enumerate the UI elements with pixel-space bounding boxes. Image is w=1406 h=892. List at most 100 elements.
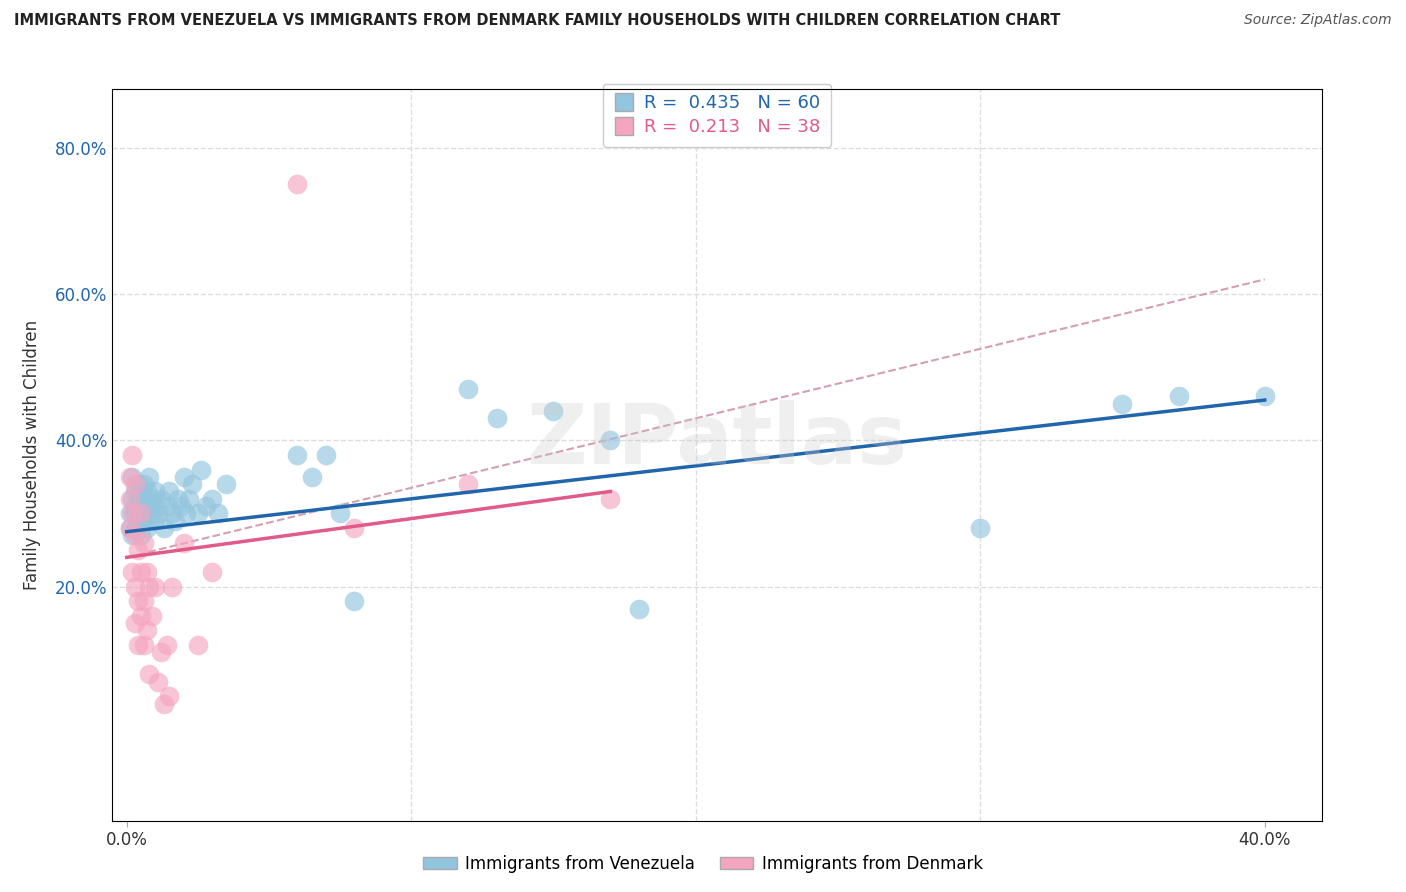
Point <box>129 608 152 623</box>
Point <box>135 484 157 499</box>
Point <box>157 484 180 499</box>
Point <box>201 565 224 579</box>
Point <box>1111 397 1133 411</box>
Point <box>124 521 146 535</box>
Point <box>143 514 166 528</box>
Text: Source: ZipAtlas.com: Source: ZipAtlas.com <box>1244 13 1392 28</box>
Text: ZIPatlas: ZIPatlas <box>527 400 907 481</box>
Point <box>127 638 149 652</box>
Point <box>129 528 152 542</box>
Point <box>627 601 650 615</box>
Point <box>118 521 141 535</box>
Point <box>121 491 143 506</box>
Point <box>157 690 180 704</box>
Point <box>141 507 163 521</box>
Point <box>132 499 155 513</box>
Text: IMMIGRANTS FROM VENEZUELA VS IMMIGRANTS FROM DENMARK FAMILY HOUSEHOLDS WITH CHIL: IMMIGRANTS FROM VENEZUELA VS IMMIGRANTS … <box>14 13 1060 29</box>
Point <box>329 507 352 521</box>
Point <box>132 594 155 608</box>
Point <box>127 514 149 528</box>
Point <box>138 580 160 594</box>
Point <box>132 638 155 652</box>
Point <box>143 499 166 513</box>
Point <box>118 521 141 535</box>
Point <box>315 448 337 462</box>
Point <box>201 491 224 506</box>
Point <box>143 580 166 594</box>
Point <box>543 404 565 418</box>
Point <box>1168 389 1191 403</box>
Point <box>187 507 209 521</box>
Point <box>146 674 169 689</box>
Point <box>121 528 143 542</box>
Point <box>287 178 309 192</box>
Point <box>135 624 157 638</box>
Point <box>187 638 209 652</box>
Y-axis label: Family Households with Children: Family Households with Children <box>24 320 41 590</box>
Point <box>457 382 479 396</box>
Point <box>149 491 172 506</box>
Point <box>599 491 621 506</box>
Point <box>152 697 174 711</box>
Point <box>124 499 146 513</box>
Point <box>173 535 195 549</box>
Point <box>287 448 309 462</box>
Point <box>121 448 143 462</box>
Point <box>141 608 163 623</box>
Point <box>155 499 177 513</box>
Point <box>118 491 141 506</box>
Point <box>124 528 146 542</box>
Point <box>146 507 169 521</box>
Point <box>121 470 143 484</box>
Point <box>195 499 218 513</box>
Point <box>1254 389 1277 403</box>
Point <box>155 638 177 652</box>
Point <box>127 491 149 506</box>
Point <box>138 470 160 484</box>
Point <box>141 491 163 506</box>
Point <box>121 507 143 521</box>
Point <box>167 491 190 506</box>
Point <box>143 484 166 499</box>
Legend: R =  0.435   N = 60, R =  0.213   N = 38: R = 0.435 N = 60, R = 0.213 N = 38 <box>603 84 831 146</box>
Point <box>132 535 155 549</box>
Point <box>124 580 146 594</box>
Legend: Immigrants from Venezuela, Immigrants from Denmark: Immigrants from Venezuela, Immigrants fr… <box>416 848 990 880</box>
Point <box>485 411 508 425</box>
Point <box>152 521 174 535</box>
Point <box>132 477 155 491</box>
Point <box>118 507 141 521</box>
Point <box>127 543 149 558</box>
Point <box>160 507 183 521</box>
Point <box>132 514 155 528</box>
Point <box>190 462 212 476</box>
Point <box>160 580 183 594</box>
Point <box>138 499 160 513</box>
Point <box>181 477 204 491</box>
Point <box>124 484 146 499</box>
Point <box>215 477 238 491</box>
Point <box>343 521 366 535</box>
Point <box>124 477 146 491</box>
Point <box>179 491 201 506</box>
Point <box>124 507 146 521</box>
Point <box>129 484 152 499</box>
Point <box>124 616 146 631</box>
Point <box>129 507 152 521</box>
Point <box>173 470 195 484</box>
Point <box>149 645 172 659</box>
Point <box>170 499 193 513</box>
Point <box>135 521 157 535</box>
Point <box>129 507 152 521</box>
Point <box>138 667 160 681</box>
Point <box>129 565 152 579</box>
Point <box>127 477 149 491</box>
Point <box>118 470 141 484</box>
Point <box>127 594 149 608</box>
Point <box>343 594 366 608</box>
Point <box>969 521 991 535</box>
Point <box>176 507 198 521</box>
Point <box>165 514 187 528</box>
Point <box>121 565 143 579</box>
Point <box>599 434 621 448</box>
